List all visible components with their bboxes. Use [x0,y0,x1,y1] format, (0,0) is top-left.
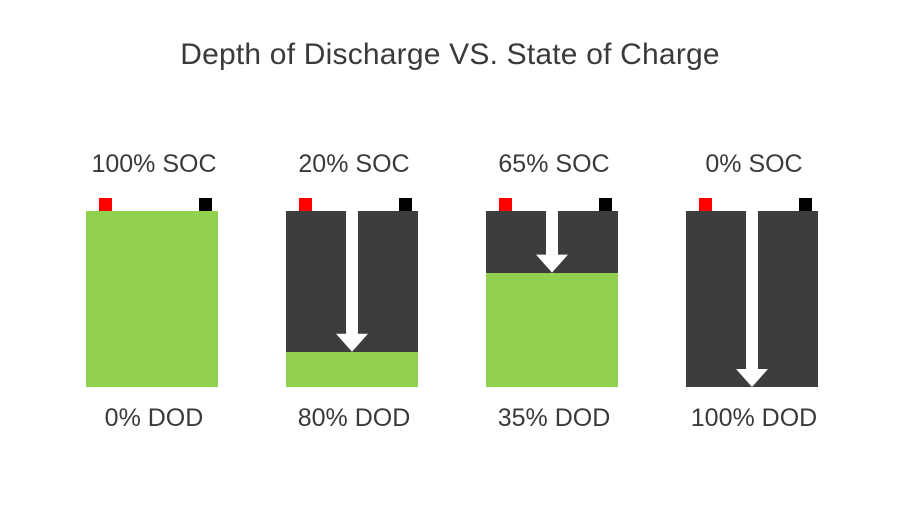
charge-fill [486,272,618,387]
battery-body [686,211,818,387]
battery-body [286,211,418,387]
battery-65-soc: 65% SOC 35% DOD [464,0,644,506]
positive-terminal [299,198,312,211]
charge-fill [286,351,418,387]
dod-label: 35% DOD [497,404,611,432]
discharge-arrow-icon [86,211,218,387]
dod-label: 0% DOD [104,404,204,432]
dod-label: 80% DOD [297,404,411,432]
battery-0-soc: 0% SOC 100% DOD [664,0,844,506]
battery-100-soc: 100% SOC 0% DOD [64,0,244,506]
diagram-title: Depth of Discharge VS. State of Charge [180,38,720,71]
discharge-arrow-icon [336,211,368,352]
dod-label: 100% DOD [690,404,818,432]
battery-20-soc: 20% SOC 80% DOD [264,0,444,506]
negative-terminal [799,198,812,211]
soc-label: 65% SOC [498,150,610,178]
arrow-shape [536,211,568,273]
negative-terminal [199,198,212,211]
soc-label: 20% SOC [298,150,410,178]
negative-terminal [599,198,612,211]
battery-body [86,211,218,387]
positive-terminal [699,198,712,211]
battery-body [486,211,618,387]
charge-fill [86,211,218,387]
arrow-shape [736,211,768,387]
arrow-shape [336,211,368,352]
negative-terminal [399,198,412,211]
soc-label: 100% SOC [91,150,217,178]
discharge-arrow-icon [536,211,568,273]
soc-label: 0% SOC [705,150,803,178]
positive-terminal [499,198,512,211]
positive-terminal [99,198,112,211]
discharge-arrow-icon [736,211,768,387]
